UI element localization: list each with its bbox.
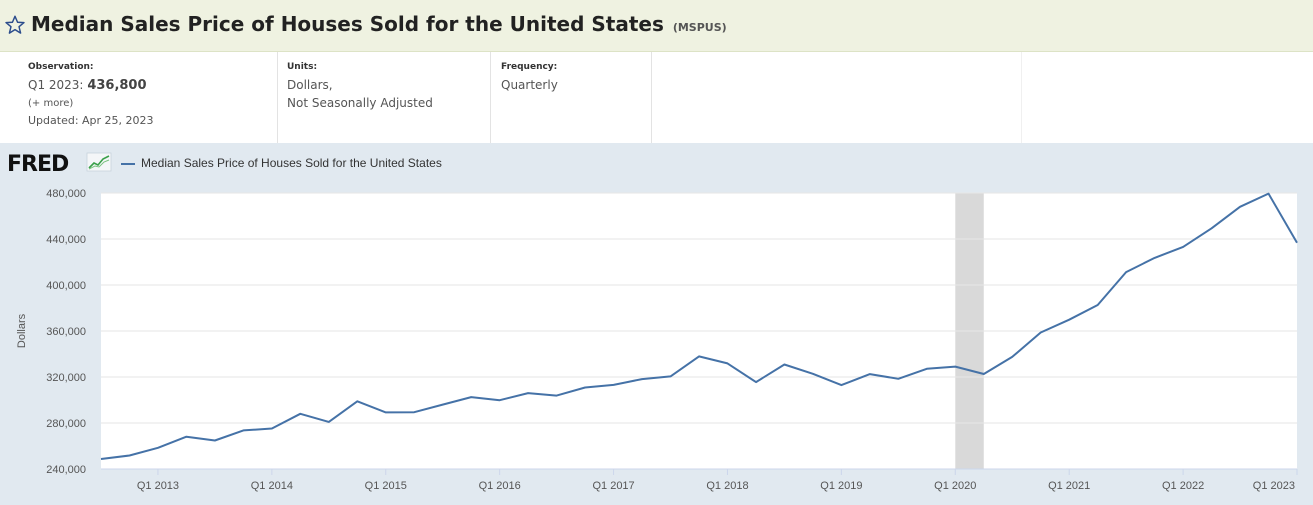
units-line1: Dollars,: [287, 78, 333, 92]
chart-area: 240,000 280,000 320,000 360,000 400,000 440,0…: [0, 143, 1313, 505]
fred-logo[interactable]: FRED: [7, 152, 69, 177]
y-tick-label: 320,000: [46, 372, 86, 384]
x-tick-label: Q1 2013: [137, 480, 179, 492]
observation-value: 436,800: [87, 78, 147, 93]
page-title-text: Median Sales Price of Houses Sold for th…: [31, 12, 664, 36]
y-tick-label: 440,000: [46, 234, 86, 246]
y-tick-label: 240,000: [46, 464, 86, 476]
series-layer: [100, 192, 1298, 460]
x-tick-label: Q1 2014: [251, 480, 293, 492]
units-label: Units:: [287, 62, 318, 72]
x-tick-label: Q1 2015: [365, 480, 407, 492]
x-tick-label: Q1 2021: [1048, 480, 1090, 492]
x-axis-ticks: Q1 2013 Q1 2014 Q1 2015 Q1 2016 Q1 2017 Q1 20…: [101, 468, 1298, 492]
observation-label: Observation:: [28, 62, 94, 72]
star-icon[interactable]: [4, 14, 26, 36]
frequency-value: Quarterly: [501, 78, 558, 92]
frequency-section: Frequency: Quarterly: [491, 52, 652, 143]
observation-section: Observation: Q1 2023: 436,800 (+ more) U…: [0, 52, 278, 143]
y-axis-title: Dollars: [16, 313, 28, 348]
y-tick-label: 400,000: [46, 280, 86, 292]
observation-period: Q1 2023:: [28, 78, 84, 92]
x-tick-label: Q1 2017: [592, 480, 634, 492]
frequency-label: Frequency:: [501, 62, 558, 72]
units-line2: Not Seasonally Adjusted: [287, 96, 433, 110]
metadata-panel: Observation: Q1 2023: 436,800 (+ more) U…: [0, 52, 1313, 143]
page-title: Median Sales Price of Houses Sold for th…: [31, 12, 727, 36]
title-bar: Median Sales Price of Houses Sold for th…: [0, 0, 1313, 52]
x-tick-label: Q1 2016: [479, 480, 521, 492]
line-chart: 240,000 280,000 320,000 360,000 400,000 440,0…: [16, 188, 1298, 492]
x-tick-label: Q1 2018: [706, 480, 748, 492]
units-section: Units: Dollars, Not Seasonally Adjusted: [278, 52, 491, 143]
y-axis-ticks: 240,000 280,000 320,000 360,000 400,000 440,0…: [46, 188, 86, 476]
series-line[interactable]: [100, 192, 1298, 460]
y-tick-label: 360,000: [46, 326, 86, 338]
x-tick-label: Q1 2019: [820, 480, 862, 492]
y-tick-label: 280,000: [46, 418, 86, 430]
x-tick-label: Q1 2023: [1253, 480, 1295, 492]
series-id: (MSPUS): [672, 21, 727, 34]
observation-value-line: Q1 2023: 436,800: [28, 76, 277, 95]
y-tick-label: 480,000: [46, 188, 86, 200]
x-tick-label: Q1 2022: [1162, 480, 1204, 492]
x-tick-label: Q1 2020: [934, 480, 976, 492]
updated-date: Updated: Apr 25, 2023: [28, 114, 154, 127]
metadata-spacer: [652, 52, 1022, 143]
more-observations-link[interactable]: (+ more): [28, 98, 74, 109]
legend-label[interactable]: Median Sales Price of Houses Sold for th…: [141, 156, 442, 170]
legend-swatch: [121, 163, 135, 165]
fred-logo-chart-icon: [86, 152, 112, 172]
